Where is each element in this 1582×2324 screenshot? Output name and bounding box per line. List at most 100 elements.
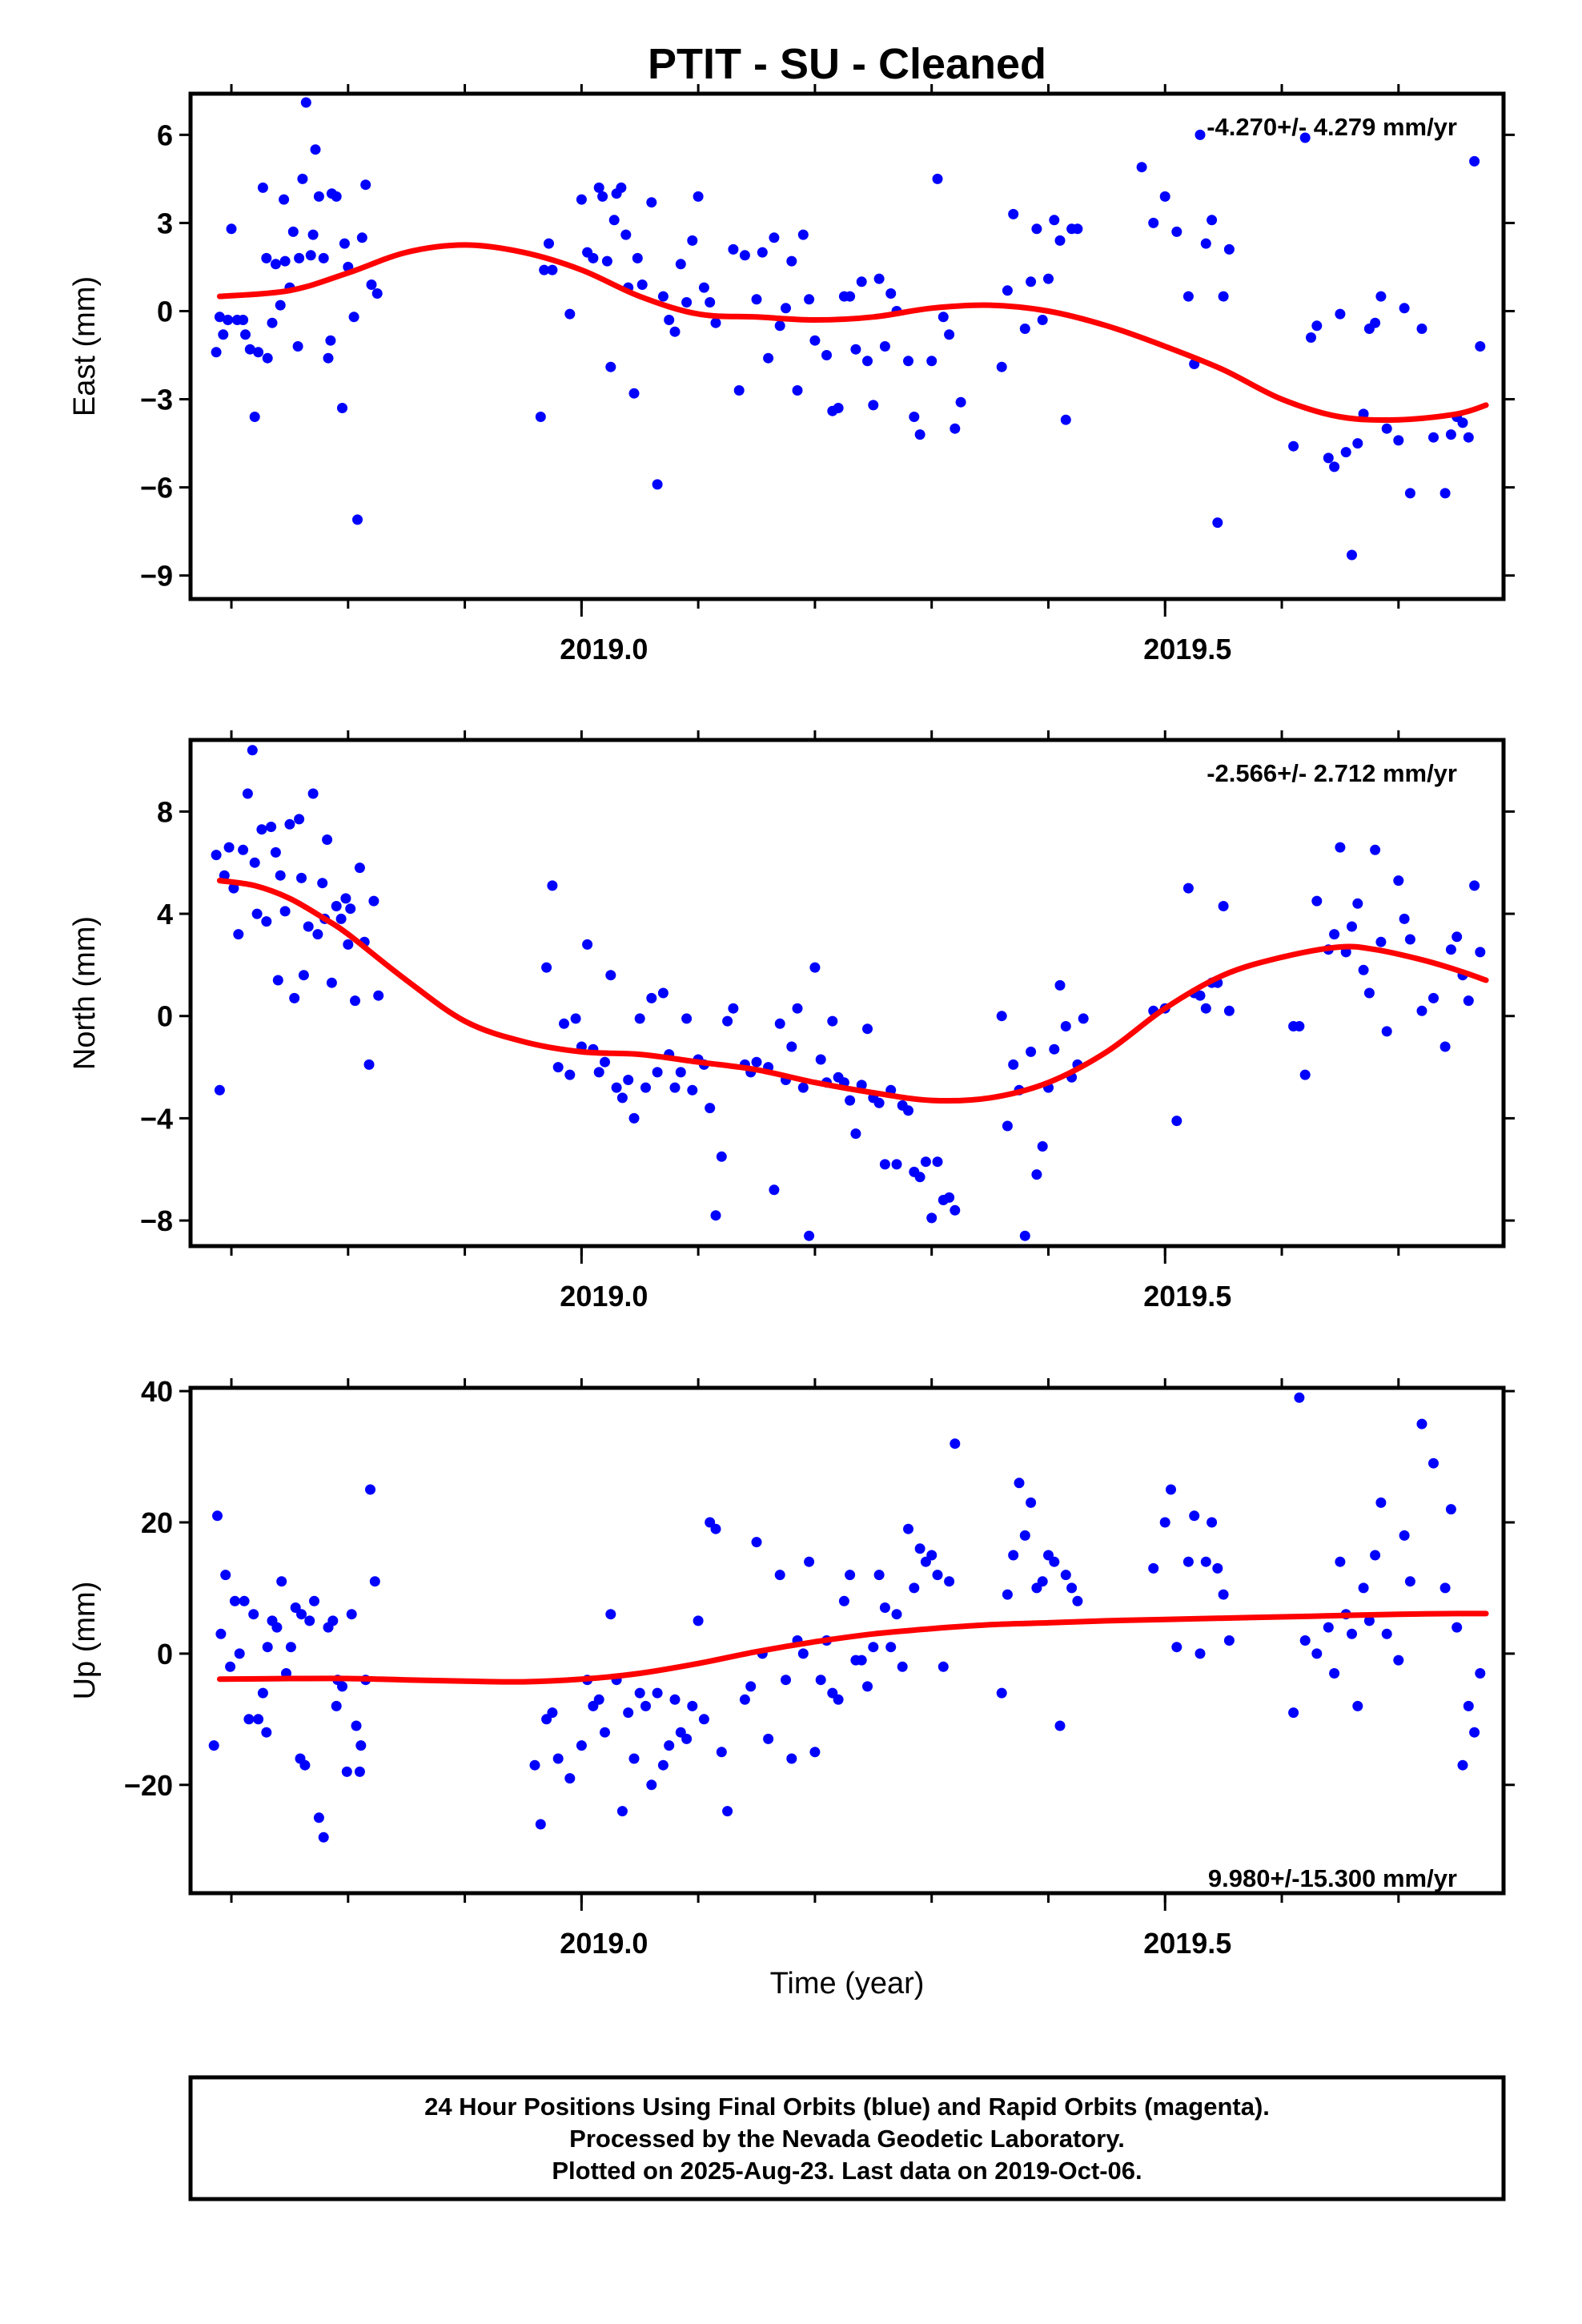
data-point	[932, 1570, 943, 1581]
data-point	[1218, 1589, 1229, 1600]
data-point	[1037, 1576, 1048, 1587]
data-point	[1008, 208, 1019, 219]
data-point	[891, 1609, 902, 1620]
data-point	[926, 1550, 938, 1561]
data-point	[1195, 1648, 1206, 1659]
data-point	[652, 1687, 663, 1699]
data-point	[310, 144, 321, 155]
data-point	[897, 1661, 908, 1672]
footer-box: 24 Hour Positions Using Final Orbits (bl…	[188, 2075, 1506, 2201]
data-point	[932, 173, 943, 184]
data-point	[1445, 944, 1456, 955]
y-axis-label: North (mm)	[68, 916, 102, 1070]
data-point	[909, 412, 920, 422]
data-point	[1207, 1517, 1218, 1528]
data-point	[593, 1694, 604, 1705]
data-point	[1218, 291, 1229, 302]
data-point	[705, 1103, 716, 1114]
data-point	[710, 1210, 721, 1221]
data-point	[938, 312, 949, 323]
data-point	[716, 1151, 727, 1162]
data-point	[1370, 317, 1381, 328]
x-axis-label: Time (year)	[770, 1967, 925, 2000]
data-point	[1416, 324, 1427, 334]
y-axis-label: East (mm)	[68, 276, 102, 416]
data-point	[234, 1648, 245, 1659]
data-point	[354, 1766, 365, 1777]
data-point	[1381, 1026, 1392, 1037]
data-point	[745, 1681, 757, 1692]
data-point	[815, 1054, 826, 1065]
data-point	[769, 1184, 780, 1196]
data-point	[350, 995, 360, 1007]
data-point	[628, 1112, 640, 1124]
data-point	[261, 916, 272, 927]
data-point	[1060, 1021, 1071, 1031]
data-point	[634, 1013, 645, 1024]
data-point	[270, 259, 281, 270]
y-tick-label: −6	[140, 472, 173, 505]
data-point	[317, 878, 328, 889]
data-point	[850, 1128, 861, 1140]
rate-label: 9.980+/-15.300 mm/yr	[1208, 1864, 1457, 1892]
data-point	[698, 1714, 709, 1725]
data-point	[751, 294, 762, 305]
data-point	[307, 788, 319, 799]
data-point	[368, 895, 379, 907]
data-point	[1008, 1059, 1019, 1070]
data-point	[611, 1082, 622, 1093]
data-point	[271, 1622, 283, 1633]
data-point	[1375, 291, 1387, 302]
data-point	[1171, 1116, 1182, 1127]
data-point	[698, 282, 709, 293]
data-point	[763, 1733, 774, 1744]
data-point	[1200, 238, 1211, 249]
data-point	[1428, 1458, 1439, 1469]
data-point	[1002, 1589, 1013, 1600]
data-point	[1026, 276, 1037, 287]
data-point	[272, 975, 283, 986]
data-point	[249, 857, 260, 868]
data-point	[1182, 291, 1194, 302]
data-point	[1212, 1562, 1223, 1574]
data-point	[279, 194, 290, 205]
data-point	[1060, 1570, 1071, 1581]
data-point	[646, 992, 657, 1003]
data-point	[1393, 435, 1404, 446]
data-point	[996, 1687, 1007, 1699]
data-point	[763, 352, 774, 364]
data-point	[903, 356, 913, 367]
data-point	[1370, 844, 1381, 855]
data-point	[1475, 341, 1486, 352]
data-point	[292, 341, 303, 352]
data-point	[646, 1779, 657, 1791]
data-point	[331, 1700, 342, 1711]
data-point	[914, 1543, 926, 1554]
data-point	[693, 1615, 704, 1626]
data-point	[541, 962, 552, 973]
data-point	[879, 341, 890, 352]
data-point	[299, 1759, 311, 1771]
data-point	[294, 814, 305, 825]
data-point	[1066, 1582, 1078, 1594]
y-tick-label: 40	[141, 1375, 173, 1408]
data-point	[1223, 1005, 1235, 1016]
x-tick-label: 2019.5	[1143, 633, 1231, 665]
data-point	[1159, 191, 1170, 202]
data-point	[657, 987, 669, 999]
data-point	[325, 335, 336, 346]
data-point	[1469, 1727, 1480, 1738]
y-tick-label: −4	[140, 1102, 173, 1135]
data-point	[903, 1523, 913, 1534]
data-point	[352, 514, 363, 525]
data-point	[225, 1661, 236, 1672]
data-point	[1299, 132, 1311, 143]
data-point	[1347, 549, 1357, 561]
data-point	[944, 329, 955, 340]
data-point	[996, 1011, 1007, 1022]
data-point	[564, 308, 576, 320]
data-point	[601, 255, 612, 267]
data-point	[253, 1714, 264, 1725]
data-point	[675, 1067, 686, 1078]
data-point	[797, 229, 809, 240]
